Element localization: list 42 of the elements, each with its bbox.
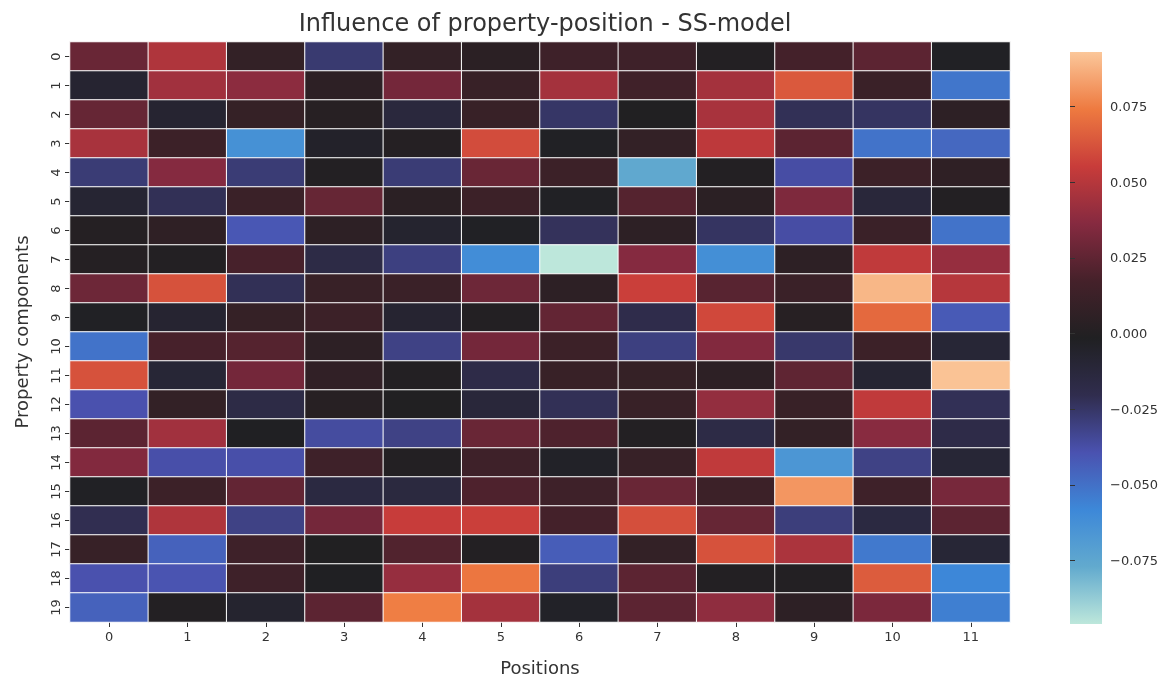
y-tick-label: 3 — [48, 139, 63, 148]
y-tick-label: 18 — [48, 570, 63, 587]
x-tick-label: 8 — [731, 629, 740, 644]
y-tick-label: 10 — [48, 338, 63, 355]
y-tick-label: 16 — [48, 512, 63, 529]
color-bar-label: 0.075 — [1110, 98, 1148, 114]
chart-title: Influence of property-position - SS-model — [298, 9, 792, 37]
x-tick-label: 2 — [261, 629, 270, 644]
y-tick-label: 15 — [48, 483, 63, 500]
color-bar-label: −0.025 — [1110, 401, 1159, 417]
color-bar-label: −0.050 — [1110, 477, 1159, 493]
x-axis-title: Positions — [500, 656, 580, 678]
color-bar-label: 0.050 — [1110, 174, 1148, 190]
y-tick-label: 7 — [48, 255, 63, 264]
color-bar-label: 0.025 — [1110, 250, 1148, 266]
y-tick-label: 17 — [48, 541, 63, 558]
x-tick-label: 6 — [575, 629, 584, 644]
y-tick-label: 9 — [48, 313, 63, 322]
y-tick-label: 5 — [48, 197, 63, 206]
x-tick-label: 1 — [183, 629, 192, 644]
color-bar-label: −0.075 — [1110, 552, 1159, 568]
y-tick-label: 8 — [48, 284, 63, 293]
x-tick-label: 7 — [653, 629, 662, 644]
y-tick-label: 14 — [48, 454, 63, 471]
y-tick-label: 19 — [48, 599, 63, 616]
y-tick-label: 0 — [48, 52, 63, 61]
x-tick-label: 0 — [105, 629, 114, 644]
y-tick-label: 13 — [48, 425, 63, 442]
y-tick-label: 1 — [48, 81, 63, 90]
y-axis-title: Property components — [10, 235, 32, 429]
y-tick-label: 4 — [48, 168, 63, 177]
y-tick-label: 6 — [48, 226, 63, 235]
x-tick-label: 5 — [496, 629, 505, 644]
x-tick-label: 10 — [884, 629, 901, 644]
x-tick-label: 11 — [962, 629, 980, 644]
color-bar-label: 0.000 — [1110, 325, 1148, 341]
y-tick-label: 12 — [48, 396, 63, 413]
y-tick-label: 11 — [48, 367, 63, 384]
x-tick-label: 4 — [418, 629, 427, 644]
y-tick-label: 2 — [48, 110, 63, 119]
x-tick-label: 3 — [340, 629, 349, 644]
x-tick-label: 9 — [810, 629, 819, 644]
